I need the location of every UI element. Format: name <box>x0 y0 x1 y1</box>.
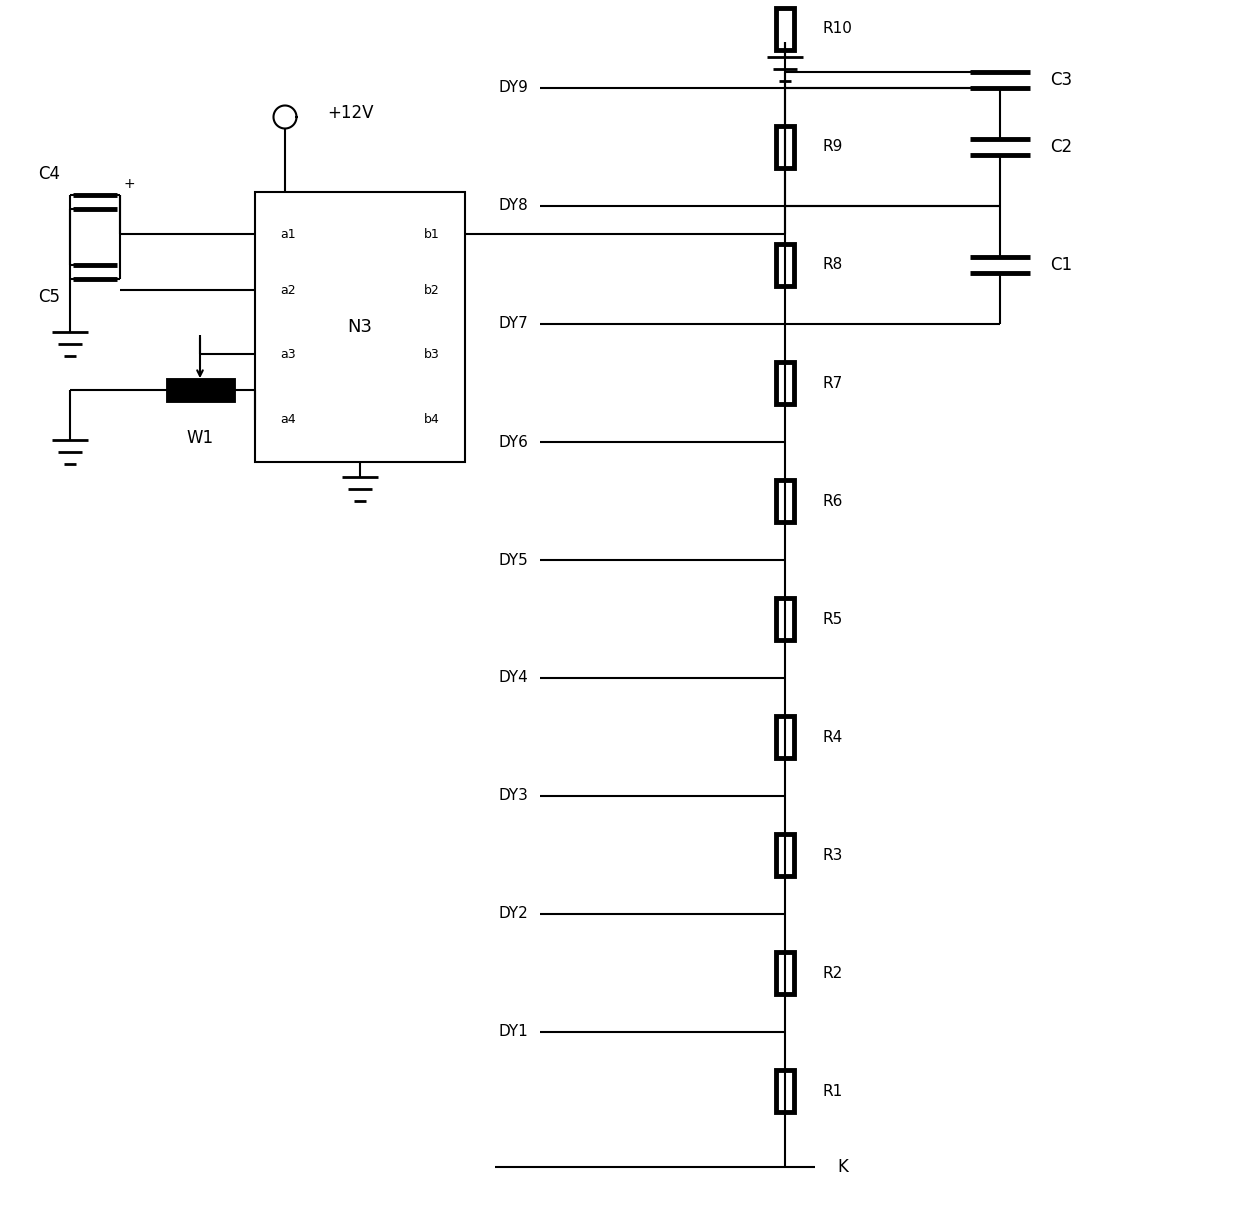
Bar <box>776 1070 794 1112</box>
Text: DY1: DY1 <box>498 1025 528 1039</box>
Bar <box>776 127 794 168</box>
Text: DY4: DY4 <box>498 671 528 685</box>
Text: C4: C4 <box>38 166 60 183</box>
Text: C3: C3 <box>1050 71 1073 89</box>
Text: DY5: DY5 <box>498 553 528 567</box>
Text: R8: R8 <box>823 258 843 273</box>
Text: b2: b2 <box>424 284 440 297</box>
Text: R3: R3 <box>823 847 843 863</box>
Text: b4: b4 <box>424 414 440 426</box>
Bar <box>167 380 233 400</box>
Bar <box>776 9 794 50</box>
Text: C1: C1 <box>1050 256 1073 274</box>
Text: R6: R6 <box>823 494 843 509</box>
Text: a4: a4 <box>280 414 295 426</box>
Bar <box>776 243 794 286</box>
Text: DY9: DY9 <box>498 80 528 95</box>
Text: W1: W1 <box>186 430 213 447</box>
Text: DY8: DY8 <box>498 198 528 213</box>
Bar <box>776 716 794 758</box>
Text: a3: a3 <box>280 348 295 360</box>
Text: b1: b1 <box>424 228 440 241</box>
Bar <box>776 834 794 876</box>
Text: a1: a1 <box>280 228 295 241</box>
Text: K: K <box>837 1159 848 1176</box>
Text: b3: b3 <box>424 348 440 360</box>
Text: R7: R7 <box>823 376 843 391</box>
Bar <box>255 192 465 462</box>
Text: R5: R5 <box>823 611 843 627</box>
Text: C2: C2 <box>1050 138 1073 156</box>
Text: +: + <box>123 176 135 191</box>
Text: DY6: DY6 <box>498 434 528 449</box>
Text: R9: R9 <box>823 140 843 155</box>
Bar <box>776 598 794 640</box>
Text: R10: R10 <box>823 22 853 37</box>
Text: R4: R4 <box>823 729 843 745</box>
Text: N3: N3 <box>347 318 372 336</box>
Text: C5: C5 <box>38 288 60 305</box>
Text: DY7: DY7 <box>498 316 528 331</box>
Text: DY3: DY3 <box>498 789 528 803</box>
Text: +12V: +12V <box>327 103 373 122</box>
Bar <box>776 361 794 404</box>
Text: R2: R2 <box>823 965 843 981</box>
Text: a2: a2 <box>280 284 295 297</box>
Text: DY2: DY2 <box>498 907 528 921</box>
Text: R1: R1 <box>823 1083 843 1099</box>
Bar <box>776 952 794 994</box>
Bar <box>776 479 794 522</box>
